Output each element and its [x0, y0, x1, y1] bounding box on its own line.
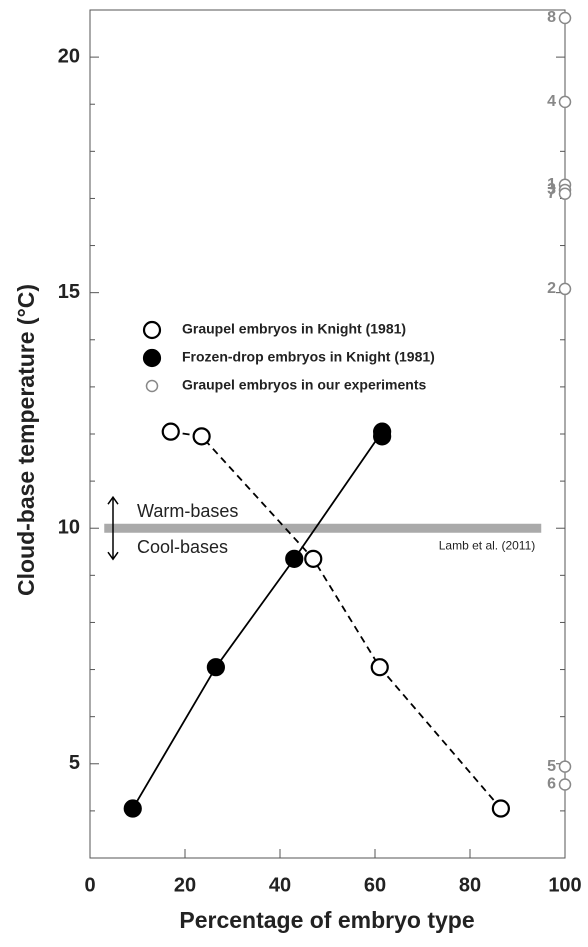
x-tick-label: 20	[174, 874, 196, 896]
legend-label: Graupel embryos in Knight (1981)	[182, 321, 406, 337]
legend-label: Graupel embryos in our experiments	[182, 377, 427, 393]
data-point	[558, 282, 572, 296]
data-point	[558, 187, 572, 200]
data-point	[373, 427, 392, 446]
point-label: 4	[547, 93, 556, 110]
data-point	[491, 799, 510, 818]
data-point	[558, 11, 572, 25]
data-point	[558, 778, 572, 791]
legend-marker	[142, 320, 162, 340]
point-label: 2	[547, 280, 556, 297]
y-tick-label: 5	[69, 752, 80, 774]
point-label: 1	[547, 176, 556, 193]
data-point	[558, 95, 572, 109]
legend-label: Frozen-drop embryos in Knight (1981)	[182, 349, 435, 365]
point-label: 7	[547, 185, 556, 202]
annotation: Cool-bases	[137, 537, 228, 557]
y-tick-label: 15	[58, 281, 80, 303]
y-tick-label: 20	[58, 45, 80, 67]
annotation: Warm-bases	[137, 501, 238, 521]
legend-marker	[142, 348, 162, 368]
plot-frame	[89, 9, 566, 859]
legend-marker	[145, 379, 159, 393]
y-tick-label: 10	[58, 517, 80, 539]
x-axis-label: Percentage of embryo type	[179, 907, 474, 933]
data-point	[558, 760, 572, 773]
x-tick-label: 0	[84, 874, 95, 896]
data-point	[161, 422, 180, 441]
arrow-head	[107, 495, 119, 561]
x-tick-label: 60	[364, 874, 386, 896]
x-tick-label: 40	[269, 874, 291, 896]
x-tick-label: 100	[548, 874, 581, 896]
point-label: 8	[547, 9, 556, 26]
data-point	[123, 799, 142, 818]
data-point	[304, 549, 323, 568]
data-point	[370, 658, 389, 677]
point-label: 6	[547, 776, 556, 793]
y-axis-label: Cloud-base temperature (°C)	[13, 284, 39, 596]
point-label: 5	[547, 758, 556, 775]
series-line	[131, 428, 384, 809]
point-label: 3	[547, 181, 556, 198]
reference-label: Lamb et al. (2011)	[439, 538, 536, 552]
data-point	[285, 549, 304, 568]
x-tick-label: 80	[459, 874, 481, 896]
series-line	[170, 430, 502, 810]
data-point	[206, 658, 225, 677]
data-point	[192, 427, 211, 446]
